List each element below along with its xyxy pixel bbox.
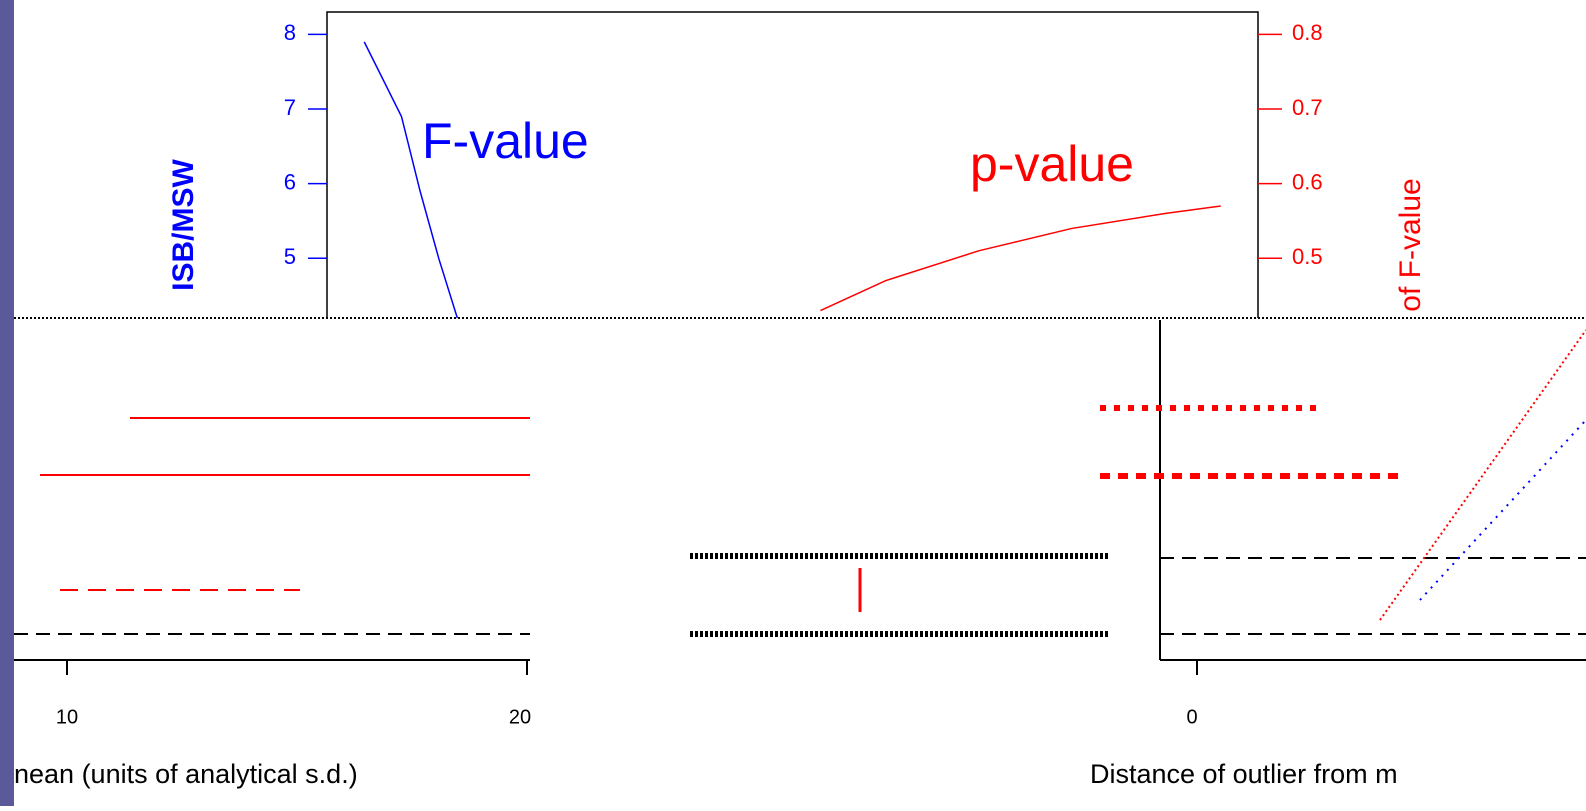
- y2-tick-label: 0.5: [1292, 244, 1323, 269]
- y2-tick-label: 0.8: [1292, 20, 1323, 45]
- series-line: [364, 42, 457, 318]
- annotation: p-value: [970, 136, 1134, 192]
- y-tick-label: 6: [284, 169, 296, 194]
- annotation: F-value: [422, 113, 589, 169]
- y-tick-label: 7: [284, 95, 296, 120]
- side-strip: [0, 0, 14, 806]
- glitch-area: [14, 318, 1586, 675]
- series-line: [820, 206, 1220, 310]
- y-axis-label: ISB/MSW: [167, 158, 200, 290]
- x-tick-label: 20: [509, 706, 531, 728]
- x-axis-label: Distance of outlier from m: [1090, 759, 1398, 789]
- y-tick-label: 5: [284, 244, 296, 269]
- y2-tick-label: 0.7: [1292, 95, 1323, 120]
- x-axis-label: nean (units of analytical s.d.): [14, 759, 358, 789]
- x-tick-label: 0: [1186, 706, 1197, 728]
- chart: 10 20 0 nean (units of analytical s.d.) …: [0, 0, 1586, 806]
- y-tick-label: 8: [284, 20, 296, 45]
- y2-axis-label: of F-value: [1394, 178, 1427, 311]
- x-tick-label: 10: [56, 706, 78, 728]
- y2-tick-label: 0.6: [1292, 169, 1323, 194]
